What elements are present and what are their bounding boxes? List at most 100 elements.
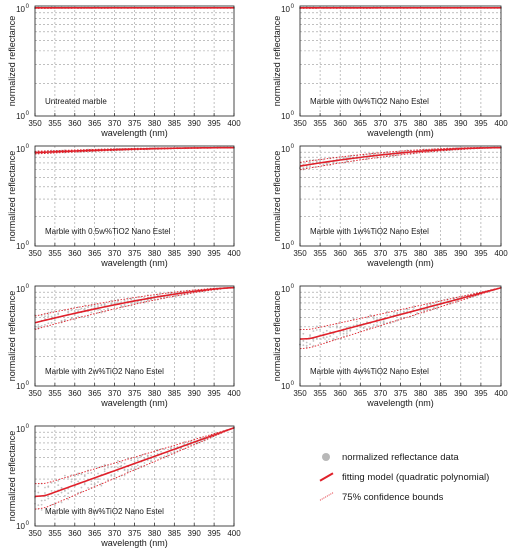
data-point [325, 340, 328, 342]
data-point [413, 305, 415, 307]
y-tick-label-top: 10 [16, 145, 25, 154]
data-point [369, 314, 372, 317]
data-point [372, 153, 375, 156]
data-point [70, 480, 73, 483]
data-point [413, 306, 415, 309]
x-tick-label: 350 [293, 119, 307, 128]
legend-item-bounds: 75% confidence bounds [318, 488, 443, 506]
data-point [97, 311, 99, 314]
fit-curve [34, 146, 235, 154]
y-axis-label: normalized reflectance [7, 431, 17, 522]
data-point [40, 499, 43, 502]
data-point [305, 344, 308, 347]
chart-panel-7: 350 355 360 365 370 375 380 385 390 395 400 wavelen… [7, 424, 241, 548]
panel-annotation: Marble with 0w%TiO2 Nano Estel [310, 97, 429, 106]
fit-curve [34, 427, 235, 498]
y-tick-label-top-exponent: 0 [26, 144, 30, 150]
data-point [406, 308, 409, 311]
data-point [90, 480, 93, 483]
data-point [50, 321, 53, 324]
data-point [54, 314, 56, 316]
data-point [160, 447, 162, 450]
data-point [97, 466, 99, 469]
data-point [396, 319, 399, 321]
data-point [120, 306, 123, 308]
x-tick-label: 385 [168, 529, 182, 538]
data-point [170, 452, 172, 454]
y-tick-label-bottom-exponent: 0 [291, 241, 295, 247]
data-point [63, 494, 66, 497]
data-point [133, 468, 136, 471]
x-tick-label: 385 [168, 119, 182, 128]
data-point [103, 468, 106, 471]
data-point [136, 459, 139, 462]
x-tick-label: 400 [227, 389, 241, 398]
x-tick-label: 350 [293, 389, 307, 398]
data-point [123, 462, 126, 465]
data-point [342, 332, 345, 335]
x-tick-label: 400 [227, 119, 241, 128]
data-point [315, 329, 318, 331]
data-point [80, 472, 83, 475]
data-point [57, 493, 60, 496]
y-tick-label-top: 10 [281, 285, 290, 294]
legend-item-fit: fitting model (quadratic polynomial) [318, 468, 489, 486]
data-point [44, 315, 46, 318]
y-tick-label-bottom-exponent: 0 [26, 381, 30, 387]
data-point [349, 329, 352, 332]
data-point [379, 321, 382, 323]
data-point [366, 316, 368, 319]
data-point [93, 306, 96, 309]
x-tick-label: 365 [354, 389, 368, 398]
data-point [67, 492, 70, 495]
x-tick-label: 390 [454, 119, 468, 128]
y-tick-label-top-exponent: 0 [291, 144, 295, 150]
data-point [369, 326, 372, 329]
data-point [199, 440, 202, 443]
y-tick-label-bottom-exponent: 0 [26, 241, 30, 247]
x-tick-label: 365 [88, 389, 102, 398]
x-tick-label: 365 [354, 249, 368, 258]
data-point [362, 154, 365, 157]
x-tick-label: 380 [414, 249, 428, 258]
y-tick-label-bottom-exponent: 0 [26, 521, 30, 527]
x-tick-label: 390 [454, 389, 468, 398]
data-point [309, 161, 311, 164]
data-point [130, 298, 133, 301]
x-tick-label: 355 [48, 389, 62, 398]
data-point [103, 470, 106, 473]
data-point [439, 300, 442, 303]
legend-bounds-line-icon [319, 492, 334, 501]
data-point [54, 504, 56, 507]
x-tick-label: 380 [414, 119, 428, 128]
data-point [146, 299, 149, 302]
x-axis-label: wavelength (nm) [100, 538, 168, 548]
data-point [73, 310, 76, 313]
data-point [302, 167, 305, 169]
data-point [392, 311, 395, 314]
x-tick-label: 365 [354, 119, 368, 128]
data-point [37, 485, 40, 488]
data-point [382, 320, 385, 323]
data-point [325, 336, 328, 339]
x-tick-label: 380 [414, 389, 428, 398]
x-tick-label: 375 [128, 249, 142, 258]
x-tick-label: 390 [188, 249, 202, 258]
y-axis-label: normalized reflectance [7, 151, 17, 242]
data-point [44, 323, 46, 326]
data-point [120, 301, 123, 304]
x-tick-label: 370 [108, 529, 122, 538]
x-tick-label: 375 [128, 529, 142, 538]
data-point [160, 292, 162, 295]
x-tick-label: 350 [293, 249, 307, 258]
data-point [136, 464, 139, 467]
x-tick-label: 360 [334, 119, 348, 128]
data-point [50, 481, 53, 484]
data-point [150, 454, 152, 457]
data-point [47, 497, 50, 500]
data-point [97, 481, 99, 483]
data-point [356, 323, 358, 326]
data-point [123, 468, 126, 471]
chart-panel-3: 350 355 360 365 370 375 380 385 390 395 400 wavelen… [7, 144, 241, 268]
